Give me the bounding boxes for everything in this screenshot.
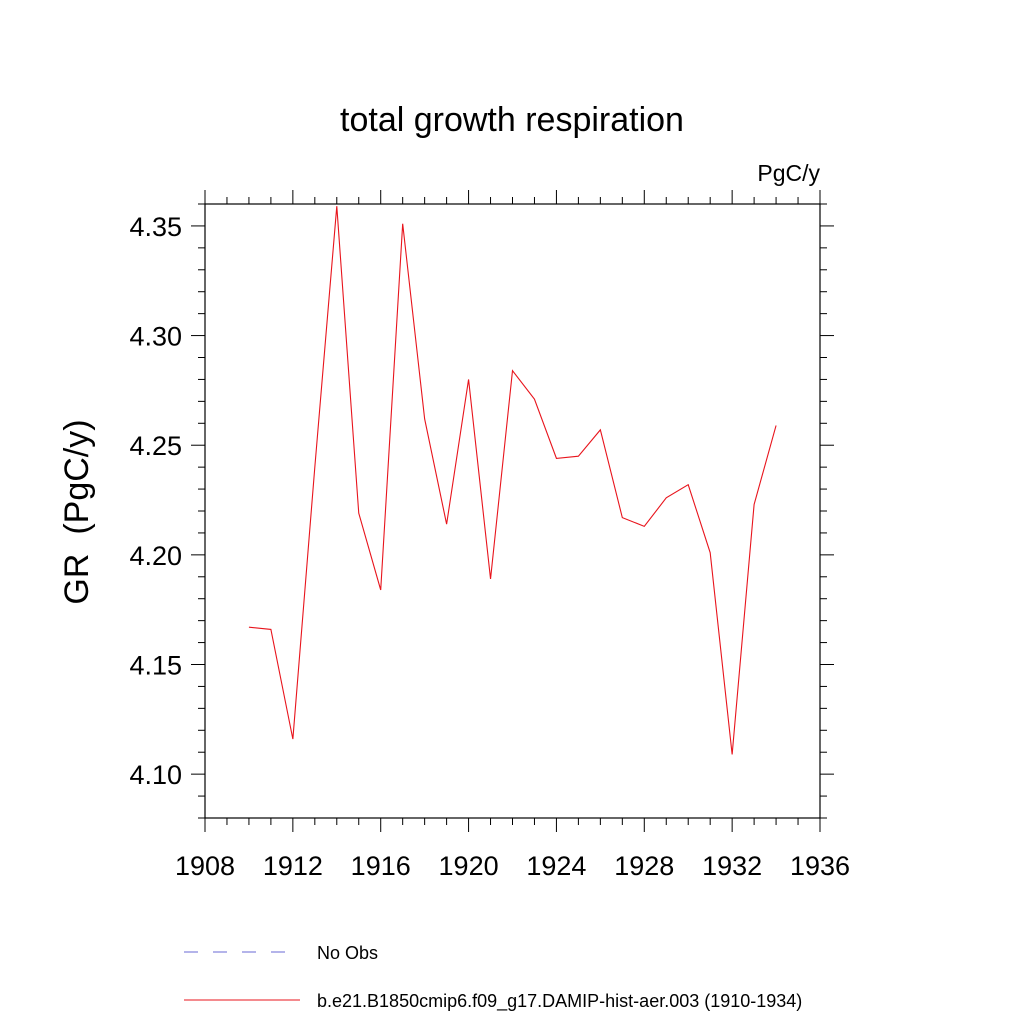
- y-tick-label: 4.15: [129, 651, 182, 681]
- units-label: PgC/y: [757, 160, 820, 186]
- axis-ticks: [191, 190, 834, 832]
- plot-frame: [204, 203, 821, 819]
- tick-labels: 1908 1912 1916 1920 1924 1928 1932 1936 4.10 4.15…: [129, 212, 850, 881]
- x-tick-label: 1916: [351, 851, 411, 881]
- y-tick-label: 4.25: [129, 431, 182, 461]
- x-tick-label: 1920: [439, 851, 499, 881]
- x-tick-label: 1912: [263, 851, 323, 881]
- x-tick-label: 1928: [614, 851, 674, 881]
- x-tick-label: 1936: [790, 851, 850, 881]
- series-layer: [248, 206, 777, 755]
- legend-label-model: b.e21.B1850cmip6.f09_g17.DAMIP-hist-aer.…: [317, 991, 802, 1012]
- x-tick-label: 1924: [526, 851, 586, 881]
- y-tick-label: 4.20: [129, 541, 182, 571]
- legend-label-no-obs: No Obs: [317, 943, 378, 963]
- y-axis-label: GR (PgC/y): [58, 419, 96, 604]
- x-tick-label: 1932: [702, 851, 762, 881]
- legend: No Obs b.e21.B1850cmip6.f09_g17.DAMIP-hi…: [184, 943, 802, 1012]
- series-line-0: [248, 206, 777, 755]
- y-tick-label: 4.35: [129, 212, 182, 242]
- x-tick-label: 1908: [175, 851, 235, 881]
- y-tick-label: 4.30: [129, 322, 182, 352]
- y-tick-label: 4.10: [129, 760, 182, 790]
- chart-title: total growth respiration: [340, 101, 684, 139]
